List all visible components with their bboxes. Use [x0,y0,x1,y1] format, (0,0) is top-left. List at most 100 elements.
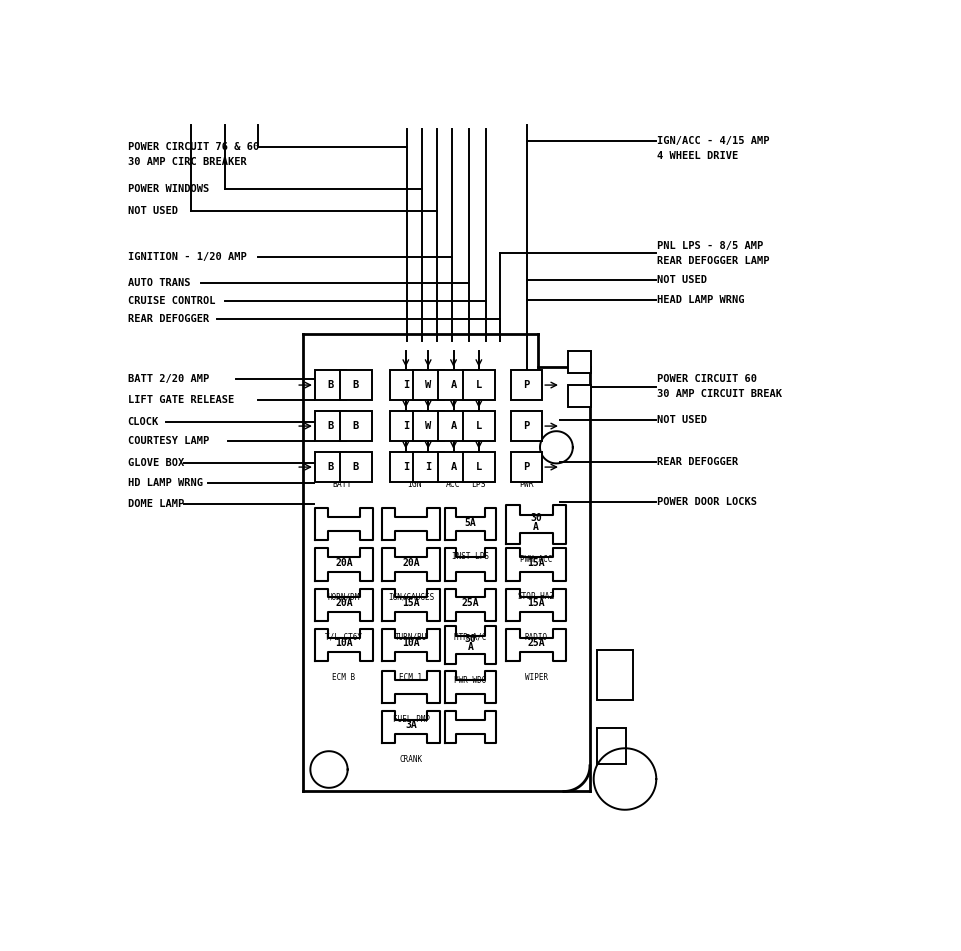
Bar [463,452,494,482]
Bar [340,370,371,400]
Text: 30 AMP CIRCUIT BREAK: 30 AMP CIRCUIT BREAK [656,389,781,398]
Text: B: B [353,462,358,472]
Text: HORN/DM: HORN/DM [328,592,359,601]
Text: PWR WDO: PWR WDO [454,676,486,685]
Bar [567,351,591,374]
Bar [412,370,443,400]
Text: 25A: 25A [527,638,545,649]
Bar [567,385,591,407]
Text: I: I [425,462,431,472]
Text: L: L [476,462,481,472]
Text: I: I [403,380,408,390]
Bar [314,370,346,400]
Text: 15A: 15A [527,598,545,608]
Bar [437,411,469,441]
Text: IGN: IGN [407,480,422,489]
Text: B: B [327,421,333,431]
Text: A: A [450,421,456,431]
Text: I: I [403,421,408,431]
Text: B: B [353,380,358,390]
Text: IGN/GAUGES: IGN/GAUGES [387,592,433,601]
Text: 25A: 25A [461,598,479,608]
Text: A: A [450,462,456,472]
Bar [314,452,346,482]
Text: WIPER: WIPER [524,673,547,682]
Text: RADIO: RADIO [524,632,547,642]
Text: 10A: 10A [334,638,353,649]
Text: 20A: 20A [334,558,353,568]
Text: REAR DEFOGGER: REAR DEFOGGER [656,456,737,467]
Text: FUEL PMP: FUEL PMP [392,714,429,724]
Text: NOT USED: NOT USED [128,205,178,216]
Text: TURN/BU: TURN/BU [394,632,427,642]
Text: AUTO TRANS: AUTO TRANS [128,278,190,287]
Text: DOME LAMP: DOME LAMP [128,498,184,509]
Text: 20A: 20A [402,558,419,568]
Text: 4 WHEEL DRIVE: 4 WHEEL DRIVE [656,151,737,161]
Text: BATT: BATT [333,480,352,489]
Text: PWH ACC: PWH ACC [520,555,552,564]
Text: HEAD LAMP WRNG: HEAD LAMP WRNG [656,295,744,305]
Text: B: B [327,462,333,472]
Text: INST LPS: INST LPS [452,552,488,561]
Text: 30
A: 30 A [464,633,476,652]
Text: W: W [425,421,431,431]
Bar [510,370,542,400]
Text: B: B [353,421,358,431]
Bar [412,452,443,482]
Text: NOT USED: NOT USED [656,416,706,425]
Bar [390,452,421,482]
Text: REAR DEFOGGER: REAR DEFOGGER [128,314,209,324]
Text: ECM B: ECM B [332,673,356,682]
Text: L: L [476,380,481,390]
Text: IGN/ACC - 4/15 AMP: IGN/ACC - 4/15 AMP [656,136,769,146]
Bar [437,452,469,482]
Text: POWER DOOR LOCKS: POWER DOOR LOCKS [656,497,756,507]
Text: POWER CIRCUIT 60: POWER CIRCUIT 60 [656,374,756,384]
Bar [437,370,469,400]
Bar [463,370,494,400]
Text: POWER WINDOWS: POWER WINDOWS [128,184,209,194]
Text: 15A: 15A [402,598,419,608]
Bar [340,411,371,441]
Text: W: W [425,380,431,390]
Bar [314,411,346,441]
Text: IGNITION - 1/20 AMP: IGNITION - 1/20 AMP [128,252,246,262]
Text: REAR DEFOGGER LAMP: REAR DEFOGGER LAMP [656,256,769,265]
Text: 30 AMP CIRC BREAKER: 30 AMP CIRC BREAKER [128,157,246,166]
Text: POWER CIRCUIT 76 & 60: POWER CIRCUIT 76 & 60 [128,142,259,152]
Bar [390,411,421,441]
Text: T/L CT6Y: T/L CT6Y [325,632,362,642]
Text: B: B [327,380,333,390]
Text: BATT 2/20 AMP: BATT 2/20 AMP [128,374,209,384]
Bar [597,728,625,765]
Text: 3A: 3A [405,721,416,730]
Text: ECM 1: ECM 1 [399,673,422,682]
Text: LPS: LPS [471,480,485,489]
Text: STOP-HAZ: STOP-HAZ [517,592,554,601]
Bar [597,650,632,700]
Text: ACC: ACC [446,480,460,489]
Text: 20A: 20A [334,598,353,608]
Text: PWR: PWR [519,480,533,489]
Text: P: P [523,462,530,472]
Text: COURTESY LAMP: COURTESY LAMP [128,437,209,446]
Bar [463,411,494,441]
Text: LIFT GATE RELEASE: LIFT GATE RELEASE [128,395,234,405]
Bar [390,370,421,400]
Text: A: A [450,380,456,390]
Bar [510,452,542,482]
Text: I: I [403,462,408,472]
Text: HD LAMP WRNG: HD LAMP WRNG [128,478,203,488]
Text: CRUISE CONTROL: CRUISE CONTROL [128,296,215,306]
Text: 15A: 15A [527,558,545,568]
Bar [510,411,542,441]
Bar [340,452,371,482]
Text: PNL LPS - 8/5 AMP: PNL LPS - 8/5 AMP [656,241,762,251]
Text: GLOVE BOX: GLOVE BOX [128,457,184,468]
Text: L: L [476,421,481,431]
Bar [412,411,443,441]
Text: 10A: 10A [402,638,419,649]
Text: HTR A/C: HTR A/C [454,632,486,642]
Text: CRANK: CRANK [399,755,422,764]
